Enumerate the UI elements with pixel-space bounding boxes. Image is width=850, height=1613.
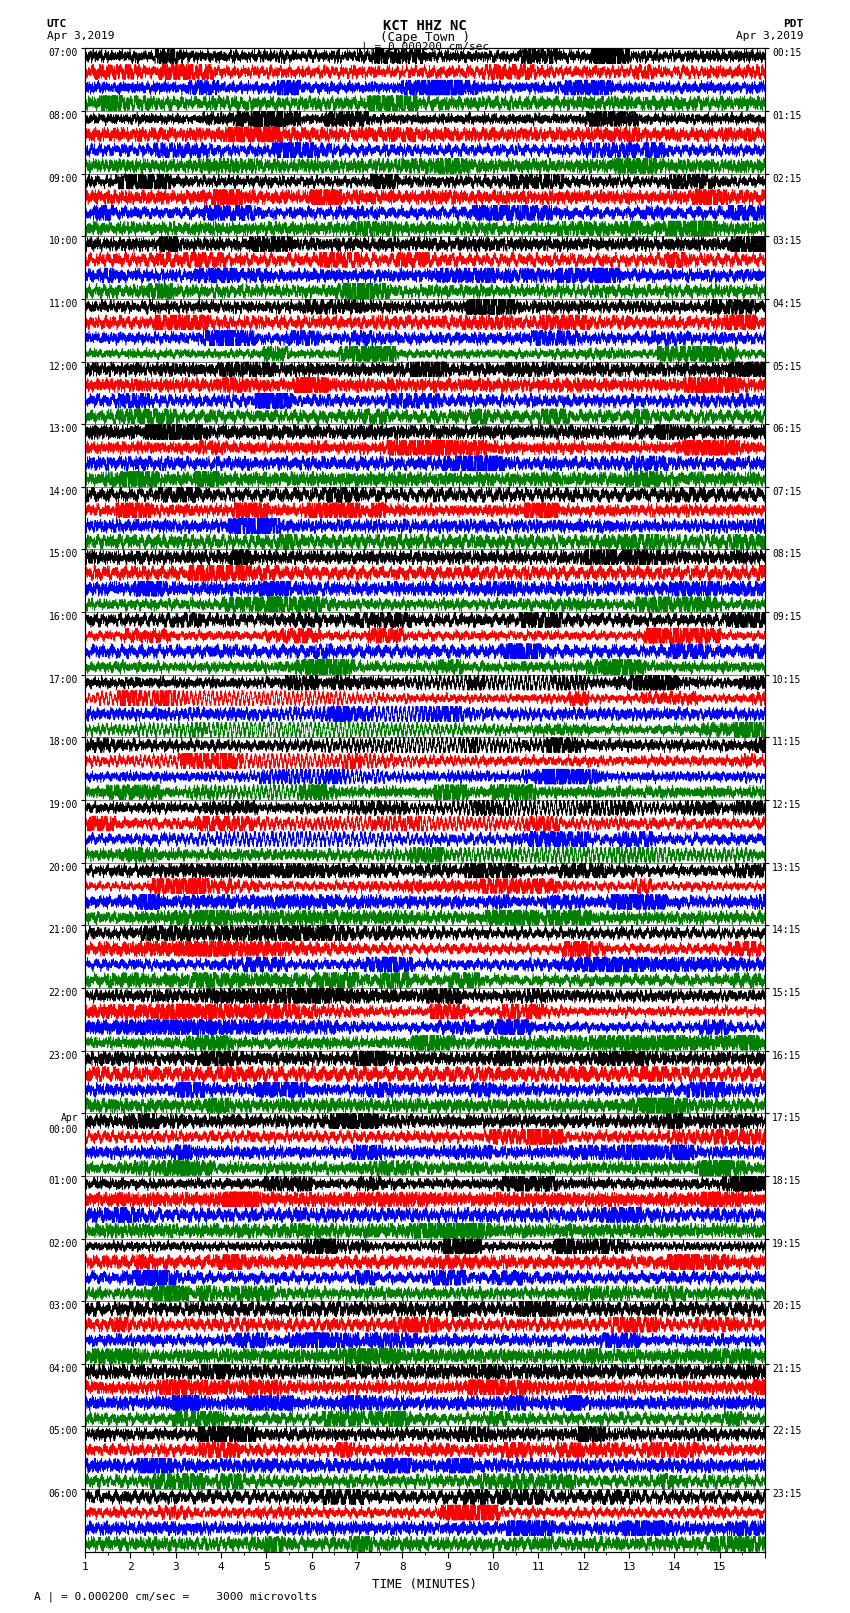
Text: (Cape Town ): (Cape Town ) — [380, 31, 470, 44]
Text: A | = 0.000200 cm/sec =    3000 microvolts: A | = 0.000200 cm/sec = 3000 microvolts — [34, 1590, 318, 1602]
X-axis label: TIME (MINUTES): TIME (MINUTES) — [372, 1578, 478, 1590]
Text: | = 0.000200 cm/sec: | = 0.000200 cm/sec — [361, 42, 489, 53]
Text: PDT: PDT — [783, 19, 803, 29]
Text: Apr 3,2019: Apr 3,2019 — [736, 31, 803, 40]
Text: KCT HHZ NC: KCT HHZ NC — [383, 19, 467, 34]
Text: Apr 3,2019: Apr 3,2019 — [47, 31, 114, 40]
Text: UTC: UTC — [47, 19, 67, 29]
